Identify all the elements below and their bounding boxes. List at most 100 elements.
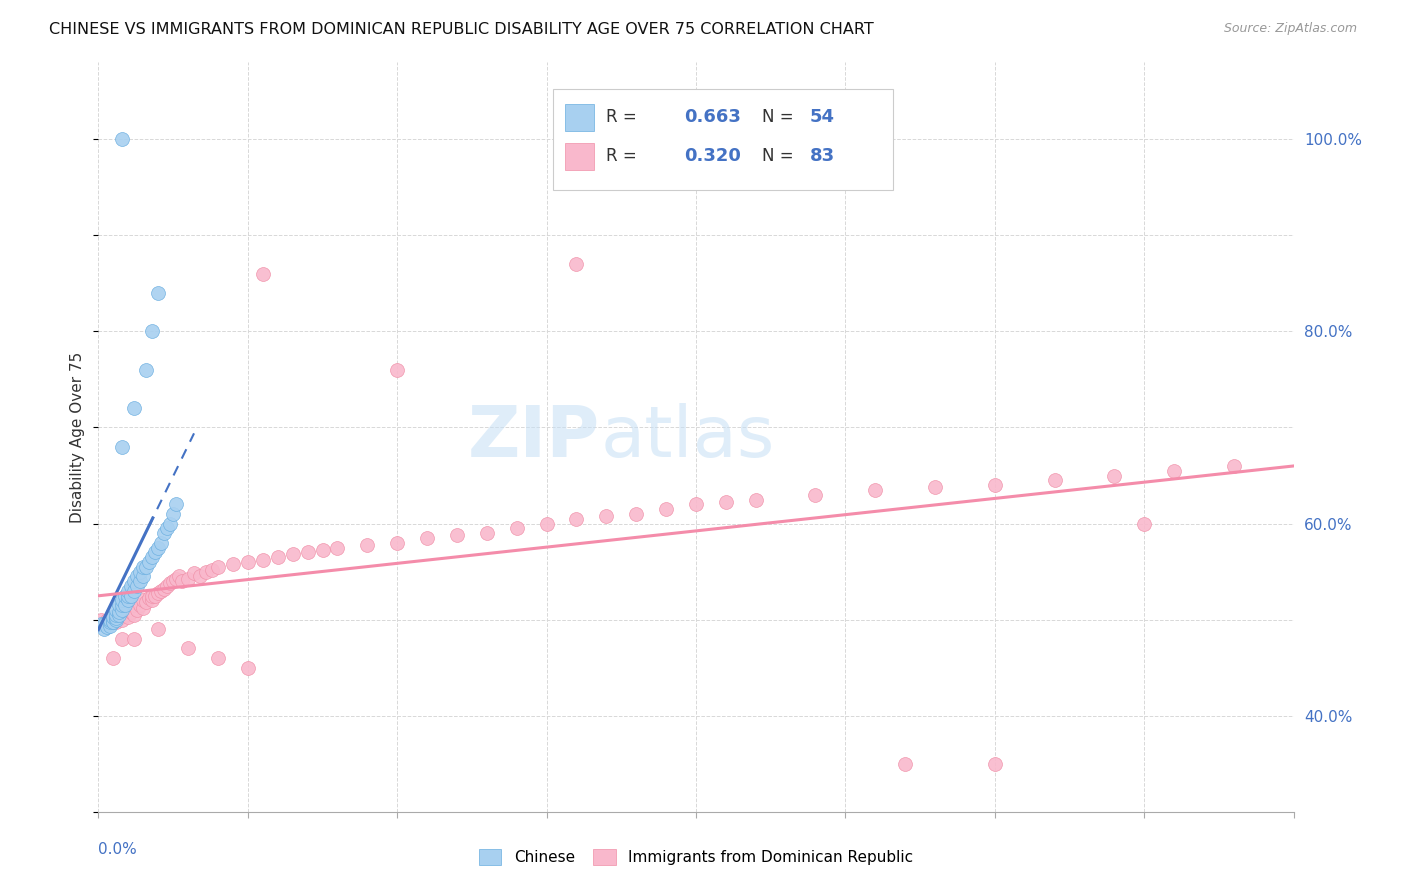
- Point: [93, 617, 115, 632]
- Point: [148, 541, 170, 555]
- Point: [156, 521, 179, 535]
- Point: [120, 579, 142, 593]
- Point: [356, 538, 378, 552]
- Point: [105, 610, 128, 624]
- Point: [894, 756, 917, 771]
- Point: [120, 589, 142, 603]
- Point: [655, 502, 678, 516]
- Point: [105, 615, 128, 629]
- Point: [143, 545, 166, 559]
- Point: [127, 603, 149, 617]
- Point: [117, 593, 139, 607]
- Point: [103, 609, 125, 624]
- Point: [153, 582, 176, 596]
- Point: [167, 569, 190, 583]
- Point: [96, 617, 118, 632]
- Point: [124, 401, 146, 416]
- Point: [93, 622, 115, 636]
- Bar: [565, 143, 595, 169]
- Point: [111, 593, 134, 607]
- Point: [207, 559, 229, 574]
- Y-axis label: Disability Age Over 75: Disability Age Over 75: [70, 351, 86, 523]
- Point: [416, 531, 439, 545]
- Point: [96, 613, 118, 627]
- Point: [236, 555, 259, 569]
- Text: 0.663: 0.663: [685, 108, 741, 126]
- Point: [111, 598, 134, 612]
- Point: [132, 593, 155, 607]
- Legend: Chinese, Immigrants from Dominican Republic: Chinese, Immigrants from Dominican Repub…: [472, 843, 920, 871]
- Point: [281, 547, 304, 561]
- Point: [222, 557, 245, 571]
- Point: [114, 607, 136, 622]
- Point: [103, 651, 125, 665]
- Point: [138, 591, 160, 606]
- Point: [105, 607, 128, 622]
- Point: [124, 574, 146, 589]
- Text: N =: N =: [762, 147, 799, 165]
- Point: [129, 598, 152, 612]
- Point: [565, 257, 588, 271]
- Point: [252, 267, 274, 281]
- Point: [132, 559, 155, 574]
- Text: R =: R =: [606, 147, 643, 165]
- Point: [626, 507, 648, 521]
- Point: [120, 605, 142, 619]
- Point: [108, 607, 131, 622]
- Point: [159, 516, 181, 531]
- FancyBboxPatch shape: [553, 88, 893, 190]
- Point: [195, 565, 218, 579]
- Point: [117, 583, 139, 598]
- Point: [188, 569, 211, 583]
- Point: [714, 495, 737, 509]
- Point: [124, 607, 146, 622]
- Point: [150, 583, 173, 598]
- Point: [685, 497, 707, 511]
- Text: 83: 83: [810, 147, 835, 165]
- Point: [297, 545, 319, 559]
- Point: [103, 609, 125, 624]
- Point: [141, 325, 163, 339]
- Point: [446, 528, 468, 542]
- Point: [1223, 458, 1246, 473]
- Point: [117, 609, 139, 624]
- Point: [117, 589, 139, 603]
- Point: [138, 555, 160, 569]
- Point: [165, 572, 187, 586]
- Point: [117, 603, 139, 617]
- Point: [132, 601, 155, 615]
- Point: [385, 363, 409, 377]
- Point: [141, 550, 163, 565]
- Point: [1133, 516, 1156, 531]
- Point: [108, 605, 131, 619]
- Text: ZIP: ZIP: [468, 402, 600, 472]
- Text: Source: ZipAtlas.com: Source: ZipAtlas.com: [1223, 22, 1357, 36]
- Point: [141, 593, 163, 607]
- Point: [111, 605, 134, 619]
- Point: [98, 619, 122, 633]
- Point: [172, 574, 194, 589]
- Point: [103, 613, 125, 627]
- Point: [177, 641, 200, 656]
- Point: [984, 756, 1007, 771]
- Point: [103, 609, 125, 624]
- Point: [143, 589, 166, 603]
- Point: [565, 512, 588, 526]
- Point: [475, 526, 498, 541]
- Point: [1104, 468, 1126, 483]
- Point: [236, 660, 259, 674]
- Point: [148, 285, 170, 300]
- Point: [536, 516, 558, 531]
- Point: [114, 589, 136, 603]
- Point: [98, 615, 122, 630]
- Point: [124, 583, 146, 598]
- Point: [129, 565, 152, 579]
- Point: [1163, 464, 1185, 478]
- Point: [207, 651, 229, 665]
- Point: [124, 598, 146, 612]
- Text: 0.0%: 0.0%: [98, 842, 138, 856]
- Point: [153, 526, 176, 541]
- Point: [162, 574, 184, 589]
- Point: [177, 572, 200, 586]
- Point: [385, 535, 409, 549]
